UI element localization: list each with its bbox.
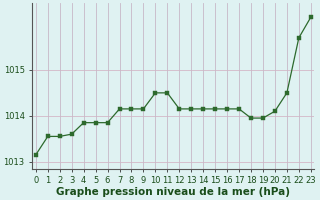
X-axis label: Graphe pression niveau de la mer (hPa): Graphe pression niveau de la mer (hPa)	[56, 187, 290, 197]
